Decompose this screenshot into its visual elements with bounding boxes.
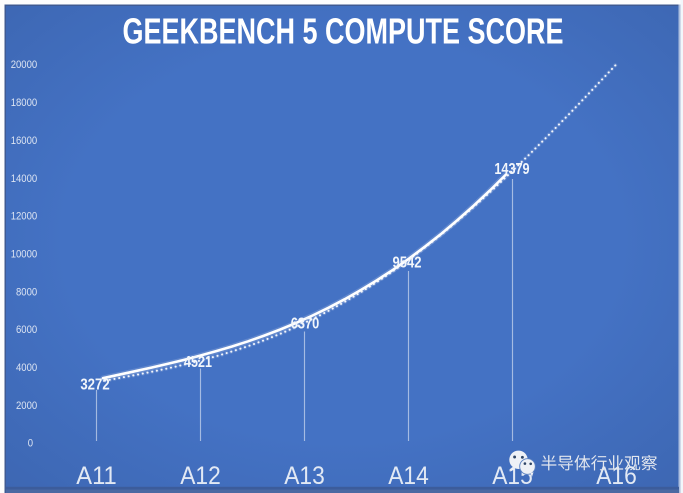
svg-text:0: 0	[28, 438, 33, 450]
svg-text:GEEKBENCH 5 COMPUTE SCORE: GEEKBENCH 5 COMPUTE SCORE	[123, 11, 564, 52]
svg-text:A12: A12	[180, 462, 221, 490]
svg-text:3272: 3272	[80, 376, 109, 393]
svg-text:4521: 4521	[184, 354, 212, 371]
svg-text:18000: 18000	[11, 97, 38, 109]
svg-text:A11: A11	[76, 462, 117, 490]
svg-text:2000: 2000	[16, 400, 37, 412]
svg-text:A13: A13	[284, 462, 325, 490]
svg-text:12000: 12000	[11, 211, 38, 223]
svg-text:A14: A14	[388, 462, 429, 490]
svg-text:6370: 6370	[291, 316, 320, 333]
svg-text:10000: 10000	[11, 248, 38, 260]
svg-text:14379: 14379	[494, 161, 530, 178]
svg-text:8000: 8000	[16, 286, 37, 298]
svg-text:9542: 9542	[393, 254, 422, 271]
svg-text:6000: 6000	[16, 324, 37, 336]
svg-text:14000: 14000	[11, 173, 38, 185]
svg-text:A16: A16	[596, 462, 637, 490]
svg-text:20000: 20000	[11, 59, 38, 71]
svg-text:16000: 16000	[11, 135, 38, 147]
svg-text:4000: 4000	[16, 362, 37, 374]
